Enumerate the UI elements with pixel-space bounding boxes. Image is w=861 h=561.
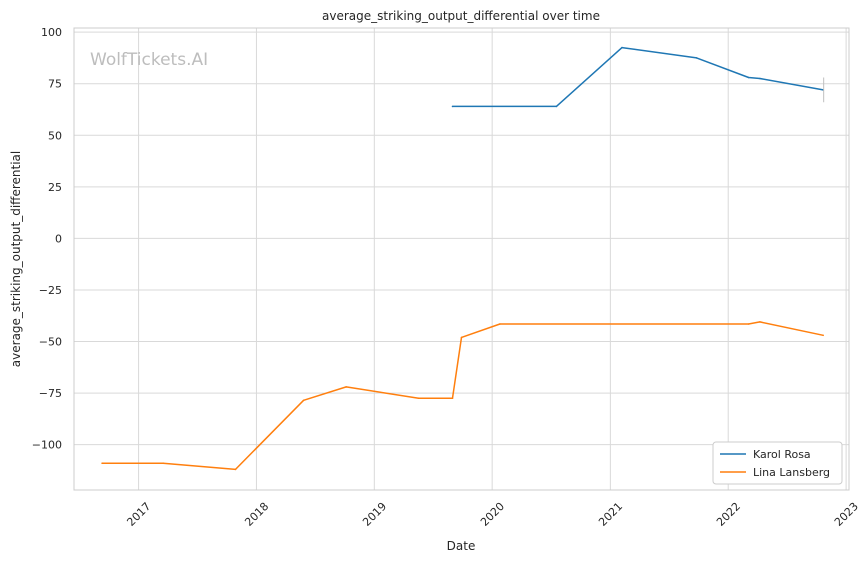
data-point <box>460 336 463 339</box>
series-line-1 <box>102 321 824 471</box>
data-point <box>451 105 454 108</box>
legend-entry-0: Karol Rosa <box>753 448 811 461</box>
series-layer <box>101 46 825 471</box>
data-point <box>417 397 420 400</box>
y-axis-label: average_striking_output_differential <box>9 151 23 367</box>
y-tick-label: 0 <box>55 232 62 245</box>
data-point <box>162 462 164 465</box>
y-tick-label: 50 <box>48 129 62 142</box>
data-point <box>555 105 558 108</box>
data-point <box>822 334 824 337</box>
data-point <box>101 462 103 465</box>
data-point <box>345 386 348 388</box>
data-point <box>747 323 750 325</box>
x-tick-label: 2019 <box>360 500 389 529</box>
legend-entry-1: Lina Lansberg <box>753 466 830 479</box>
plot-area-frame <box>73 27 850 491</box>
x-axis-ticks: 2017 2018 2019 2020 2021 2022 2023 <box>124 500 861 529</box>
watermark: WolfTickets.AI <box>90 50 208 70</box>
x-tick-label: 2017 <box>124 500 153 529</box>
legend: Karol Rosa Lina Lansberg <box>712 441 843 485</box>
y-tick-label: 100 <box>41 26 62 39</box>
y-tick-label: −25 <box>39 284 62 297</box>
y-tick-label: −50 <box>39 336 62 349</box>
data-point <box>621 46 623 49</box>
y-tick-label: −100 <box>32 439 62 452</box>
series-line-0 <box>452 46 824 108</box>
grid <box>74 28 849 490</box>
data-point <box>302 399 305 402</box>
y-tick-label: 25 <box>48 181 62 194</box>
y-axis-ticks: 100 75 50 25 0 −25 −50 −75 −100 <box>32 26 62 452</box>
y-tick-label: −75 <box>39 387 62 400</box>
data-point <box>499 323 501 325</box>
data-point <box>451 397 454 400</box>
x-tick-label: 2021 <box>596 500 625 529</box>
x-tick-label: 2020 <box>478 500 507 529</box>
legend-box <box>712 441 843 485</box>
x-tick-label: 2022 <box>714 500 743 529</box>
data-point <box>747 76 750 79</box>
data-point <box>759 321 761 323</box>
data-point <box>234 468 237 471</box>
chart-title: average_striking_output_differential ove… <box>322 9 600 23</box>
data-point <box>759 77 761 80</box>
x-tick-label: 2018 <box>242 500 271 529</box>
data-point <box>695 57 698 59</box>
x-axis-label: Date <box>447 539 476 553</box>
y-tick-label: 75 <box>48 78 62 91</box>
x-tick-label: 2023 <box>832 500 861 529</box>
